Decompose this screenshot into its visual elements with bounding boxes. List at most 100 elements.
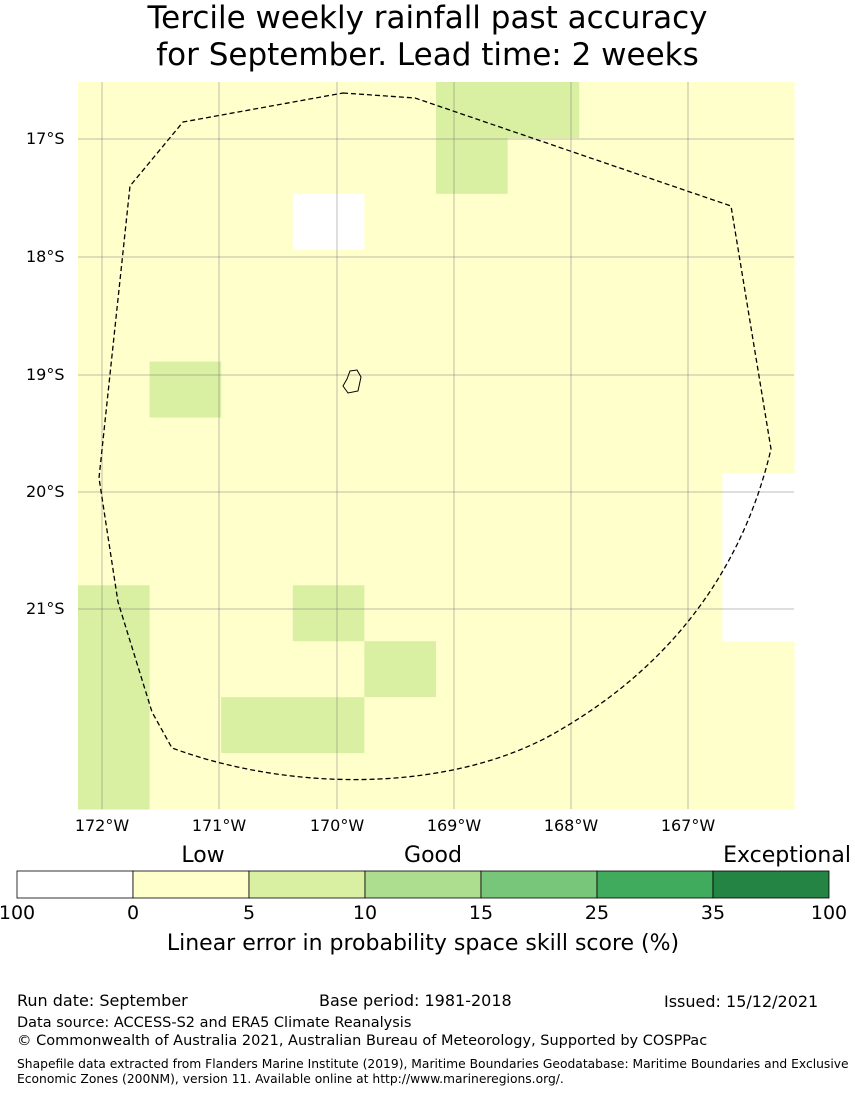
- skill-cell: [650, 193, 723, 251]
- skill-cell: [579, 305, 652, 363]
- skill-cell: [507, 529, 580, 586]
- skill-cell: [722, 473, 795, 530]
- skill-cell: [292, 473, 365, 530]
- skill-cell: [292, 249, 365, 307]
- skill-cell: [149, 82, 222, 139]
- skill-cell: [436, 641, 509, 698]
- colorbar-segment: [596, 870, 714, 899]
- category-exceptional: Exceptional: [723, 843, 851, 868]
- skill-cell: [221, 585, 294, 642]
- skill-cell: [507, 361, 580, 419]
- colorbar-tick: 25: [584, 902, 610, 924]
- lat-label-18s: 18°S: [26, 247, 65, 266]
- skill-cell: [579, 249, 652, 307]
- skill-cell: [221, 529, 294, 586]
- skill-cell: [149, 753, 222, 810]
- skill-cell: [650, 249, 723, 307]
- skill-cell: [436, 361, 509, 419]
- eez-boundary: [98, 92, 772, 781]
- skill-cell: [364, 641, 437, 698]
- skill-cell: [78, 249, 151, 307]
- skill-cell: [650, 697, 723, 754]
- skill-cell: [722, 697, 795, 754]
- map-title: Tercile weekly rainfall past accuracy fo…: [0, 0, 855, 74]
- skill-cell: [722, 585, 795, 642]
- skill-cell: [292, 641, 365, 698]
- lon-label-171w: 171°W: [191, 816, 247, 835]
- colorbar-segment: [132, 870, 250, 899]
- skill-cell: [78, 82, 151, 139]
- colorbar-tick: 0: [126, 902, 140, 924]
- skill-cell: [292, 305, 365, 363]
- skill-cell: [78, 753, 151, 810]
- skill-cell: [579, 529, 652, 586]
- skill-cell: [364, 137, 437, 195]
- skill-cell: [650, 585, 723, 642]
- colorbar-tick: 100: [810, 902, 848, 924]
- lat-label-20s: 20°S: [26, 482, 65, 501]
- issued-date: Issued: 15/12/2021: [664, 992, 819, 1011]
- skill-cell: [221, 193, 294, 251]
- skill-cell: [436, 193, 509, 251]
- skill-cell: [650, 473, 723, 530]
- skill-cell: [579, 697, 652, 754]
- skill-cell: [507, 305, 580, 363]
- base-period: Base period: 1981-2018: [319, 991, 512, 1010]
- skill-cell: [149, 193, 222, 251]
- skill-cell: [78, 361, 151, 419]
- skill-cell: [364, 585, 437, 642]
- skill-cell: [149, 417, 222, 475]
- niue-island-outline: [342, 369, 362, 394]
- skill-cell: [436, 82, 509, 139]
- colorbar-segment: [16, 870, 134, 899]
- lon-label-168w: 168°W: [543, 816, 599, 835]
- colorbar-title: Linear error in probability space skill …: [166, 931, 680, 956]
- colorbar: [16, 870, 830, 899]
- skill-cell: [650, 137, 723, 195]
- skill-cell: [149, 305, 222, 363]
- skill-cell: [579, 641, 652, 698]
- skill-cell: [650, 305, 723, 363]
- skill-cell: [436, 697, 509, 754]
- skill-cell: [221, 361, 294, 419]
- skill-cell: [292, 417, 365, 475]
- colorbar-segment: [248, 870, 366, 899]
- colorbar-tick: 35: [700, 902, 726, 924]
- skill-cell: [436, 585, 509, 642]
- skill-cell: [221, 473, 294, 530]
- skill-cell: [507, 473, 580, 530]
- category-good: Good: [404, 843, 462, 868]
- lat-label-17s: 17°S: [26, 129, 65, 148]
- skill-cell: [579, 585, 652, 642]
- shapefile-credit-2: Economic Zones (200NM), version 11. Avai…: [17, 1072, 564, 1086]
- skill-cell: [78, 473, 151, 530]
- shapefile-credit-1: Shapefile data extracted from Flanders M…: [17, 1057, 849, 1071]
- skill-cell: [292, 529, 365, 586]
- skill-cell: [292, 585, 365, 642]
- skill-cell: [364, 529, 437, 586]
- skill-cell: [364, 473, 437, 530]
- skill-cell: [149, 249, 222, 307]
- category-low: Low: [181, 843, 225, 868]
- skill-cell: [78, 641, 151, 698]
- lon-label-170w: 170°W: [309, 816, 365, 835]
- skill-cell: [364, 249, 437, 307]
- skill-cell: [722, 361, 795, 419]
- lat-label-21s: 21°S: [26, 599, 65, 618]
- skill-cell: [579, 361, 652, 419]
- copyright: © Commonwealth of Australia 2021, Austra…: [17, 1033, 708, 1049]
- skill-cell: [436, 473, 509, 530]
- skill-cell: [436, 753, 509, 810]
- skill-cell: [579, 193, 652, 251]
- skill-cell: [650, 529, 723, 586]
- data-source: Data source: ACCESS-S2 and ERA5 Climate …: [17, 1015, 412, 1031]
- title-line-1: Tercile weekly rainfall past accuracy: [147, 0, 708, 36]
- graticule: [78, 82, 794, 809]
- run-date: Run date: September: [17, 991, 188, 1010]
- skill-cell: [507, 697, 580, 754]
- skill-cell: [78, 697, 151, 754]
- skill-cell: [579, 473, 652, 530]
- skill-cell: [292, 82, 365, 139]
- colorbar-tick: 15: [468, 902, 494, 924]
- skill-cell: [364, 753, 437, 810]
